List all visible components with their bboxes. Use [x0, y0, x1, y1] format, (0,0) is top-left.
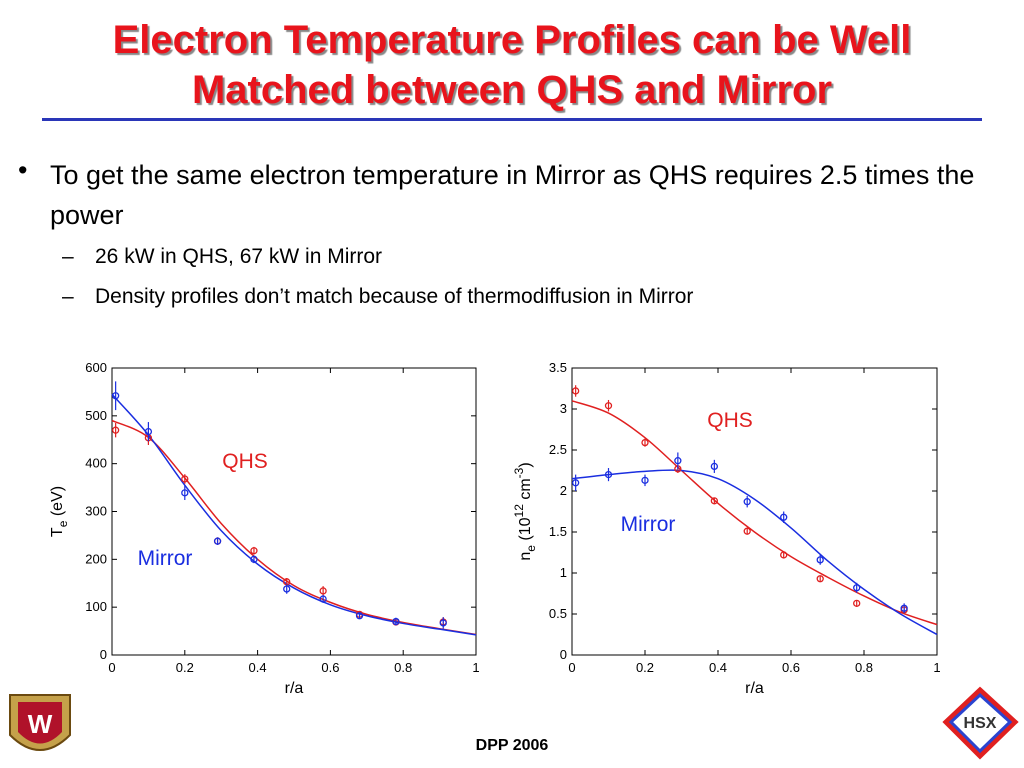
- x-tick-label: 0.8: [855, 660, 873, 675]
- y-axis-label-part: n: [517, 552, 534, 561]
- data-point: [111, 426, 120, 434]
- y-tick-label: 3.5: [549, 360, 567, 375]
- sub-bullet: 26 kW in QHS, 67 kW in Mirror: [95, 245, 383, 268]
- logo-text: HSX: [964, 715, 997, 732]
- x-tick-label: 0.6: [321, 660, 339, 675]
- y-tick-label: 0: [560, 647, 567, 662]
- footer: DPP 2006: [476, 737, 549, 754]
- fit-line: [571, 400, 938, 626]
- y-tick-label: 2: [560, 483, 567, 498]
- data-point: [355, 612, 364, 620]
- plot-frame: [571, 367, 938, 656]
- logo-text: W: [28, 709, 53, 739]
- y-tick-label: 1: [560, 565, 567, 580]
- series-label: Mirror: [621, 513, 676, 536]
- bullet-text: To get the same electron temperature in …: [50, 160, 975, 230]
- y-tick-label: 2.5: [549, 442, 567, 457]
- data-point: [144, 427, 153, 436]
- data-point: [572, 387, 580, 395]
- data-point: [710, 462, 718, 471]
- x-tick-label: 1: [472, 660, 479, 675]
- y-tick-label: 200: [85, 551, 107, 566]
- x-tick-label: 0.2: [176, 660, 194, 675]
- y-axis-label-part: cm: [517, 478, 534, 504]
- data-point: [780, 551, 788, 559]
- y-axis-label-part: T: [49, 527, 66, 537]
- x-tick-label: 0: [108, 660, 115, 675]
- uw-logo: W: [9, 694, 71, 751]
- y-axis-label-part: e: [524, 545, 538, 552]
- y-tick-label: 500: [85, 408, 107, 423]
- data-point: [213, 537, 222, 545]
- data-point: [319, 587, 327, 595]
- y-tick-label: 600: [85, 360, 107, 375]
- y-axis-label-part: ): [517, 462, 534, 467]
- data-point: [641, 476, 649, 484]
- data-point: [816, 556, 824, 564]
- series-label: QHS: [707, 409, 753, 432]
- data-point: [710, 497, 718, 505]
- y-axis-label-part: (eV): [49, 486, 66, 521]
- hsx-logo: HSX: [942, 686, 1019, 760]
- title-line: Matched between QHS and Mirror: [191, 68, 833, 112]
- title-rule: [42, 118, 982, 121]
- data-point: [181, 475, 189, 483]
- y-axis-label-part: e: [56, 520, 70, 527]
- data-point: [900, 604, 908, 612]
- sub-dash: –: [62, 285, 74, 308]
- x-axis-label: r/a: [285, 680, 304, 697]
- data-point: [181, 489, 189, 497]
- data-point: [283, 585, 291, 593]
- plot-frame: [111, 367, 477, 656]
- data-point: [641, 438, 649, 447]
- x-tick-label: 0.6: [782, 660, 800, 675]
- y-axis-label: Te (eV): [49, 486, 70, 537]
- fit-line: [111, 393, 477, 636]
- data-point: [439, 619, 447, 627]
- series-label: Mirror: [138, 547, 193, 570]
- y-axis-label: ne (1012 cm-3): [512, 462, 538, 560]
- bullet-dot: •: [18, 155, 28, 185]
- y-tick-label: 1.5: [549, 524, 567, 539]
- data-point: [392, 617, 400, 626]
- data-point: [604, 470, 613, 479]
- y-tick-label: 100: [85, 599, 107, 614]
- sub-bullet: Density profiles don’t match because of …: [95, 285, 694, 308]
- x-tick-label: 1: [933, 660, 940, 675]
- data-point: [743, 527, 751, 535]
- x-tick-label: 0: [568, 660, 575, 675]
- y-axis-label-part: -3: [512, 467, 526, 478]
- y-tick-label: 0: [100, 647, 107, 662]
- data-point: [674, 457, 682, 465]
- data-point: [250, 547, 258, 555]
- series-label: QHS: [222, 450, 268, 473]
- y-tick-label: 3: [560, 401, 567, 416]
- x-tick-label: 0.4: [249, 660, 267, 675]
- data-point: [250, 555, 258, 563]
- y-tick-label: 0.5: [549, 606, 567, 621]
- fit-line: [111, 419, 477, 636]
- data-point: [780, 513, 788, 521]
- title-line: Electron Temperature Profiles can be Wel…: [112, 18, 912, 62]
- data-point: [572, 479, 580, 487]
- y-tick-label: 300: [85, 504, 107, 519]
- y-tick-label: 400: [85, 456, 107, 471]
- x-tick-label: 0.4: [709, 660, 727, 675]
- data-point: [853, 599, 861, 607]
- sub-dash: –: [62, 245, 74, 268]
- data-point: [853, 584, 861, 592]
- y-axis-label-part: (10: [517, 517, 534, 545]
- data-point: [604, 402, 613, 410]
- data-point: [111, 392, 120, 400]
- fit-line: [571, 469, 938, 636]
- y-axis-label-part: 12: [512, 504, 526, 518]
- x-axis-label: r/a: [745, 680, 764, 697]
- x-tick-label: 0.2: [636, 660, 654, 675]
- data-point: [743, 498, 751, 506]
- x-tick-label: 0.8: [394, 660, 412, 675]
- data-point: [319, 595, 327, 603]
- data-point: [816, 575, 824, 583]
